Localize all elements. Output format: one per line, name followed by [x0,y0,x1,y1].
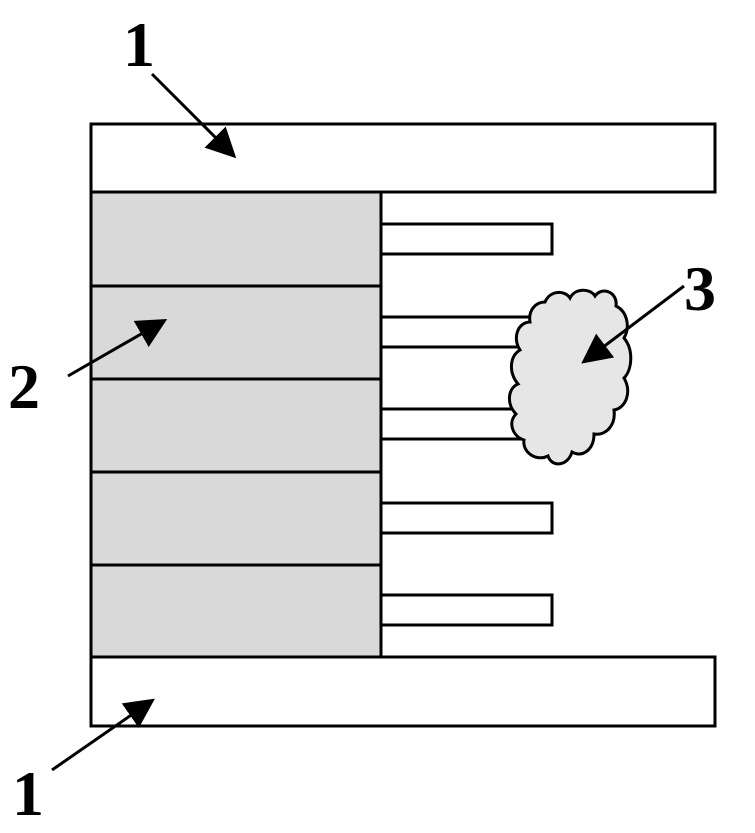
label-layer-stack: 2 [8,351,40,422]
bar-5 [379,593,554,627]
arrow-bottom-plate [51,698,155,772]
layer-4 [89,470,383,567]
label-top-plate: 1 [123,9,155,80]
layer-stack [89,190,383,659]
arrow-cloud [581,284,685,364]
layer-2 [89,284,383,381]
bar-4 [379,501,554,535]
arrow-top-plate [150,72,237,159]
layer-1 [89,190,383,288]
top-plate [89,122,717,194]
arrow-layer-stack [67,319,168,378]
label-bottom-plate: 1 [12,758,44,829]
label-cloud: 3 [684,253,716,324]
bottom-plate [89,655,717,728]
layer-3 [89,377,383,474]
bar-1 [379,222,554,256]
layer-5 [89,563,383,659]
